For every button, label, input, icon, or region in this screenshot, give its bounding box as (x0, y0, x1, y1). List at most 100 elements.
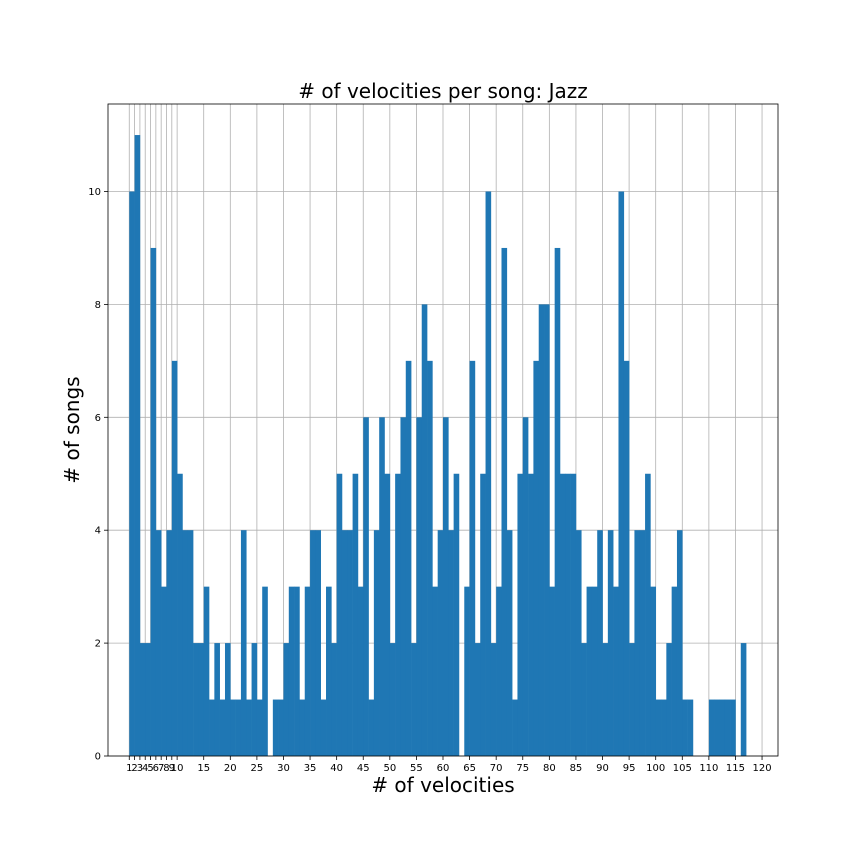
x-tick-label: 3 (137, 763, 143, 774)
x-tick-label: 35 (304, 763, 317, 774)
histogram-bar (278, 699, 284, 756)
x-tick-label: 120 (753, 763, 772, 774)
histogram-bar (240, 530, 247, 756)
histogram-bar (272, 699, 279, 756)
histogram-bar (288, 586, 295, 756)
histogram-bar (629, 643, 635, 756)
histogram-bar (161, 586, 167, 756)
histogram-bar (432, 586, 438, 756)
histogram-bar (687, 699, 694, 756)
histogram-bar (246, 699, 252, 756)
histogram-bar (155, 530, 162, 756)
x-tick-label: 9 (169, 763, 175, 774)
histogram-bar (299, 699, 306, 756)
x-tick-label: 55 (410, 763, 423, 774)
histogram-bar (145, 643, 151, 756)
histogram-bar (581, 643, 587, 756)
histogram-bar (522, 417, 529, 756)
x-tick-label: 7 (158, 763, 164, 774)
histogram-bar (591, 586, 598, 756)
histogram-bar (400, 417, 407, 756)
histogram-bar (416, 417, 423, 756)
histogram-bar (639, 530, 646, 756)
histogram-bar (198, 643, 205, 756)
histogram-bar (150, 247, 157, 756)
x-tick-label: 8 (163, 763, 169, 774)
histogram-bar (134, 135, 141, 757)
x-tick-label: 10 (171, 763, 184, 774)
bars-group (129, 135, 747, 757)
histogram-bar (740, 643, 747, 756)
x-tick-label: 65 (463, 763, 476, 774)
histogram-bar (384, 473, 391, 756)
histogram-bar (166, 530, 173, 756)
histogram-bar (373, 530, 380, 756)
histogram-bar (575, 530, 582, 756)
histogram-bar (607, 530, 614, 756)
histogram-bar (474, 643, 481, 756)
x-tick-label: 45 (357, 763, 370, 774)
histogram-bar (214, 643, 220, 756)
histogram-bar (517, 473, 524, 756)
histogram-bar (655, 699, 662, 756)
x-tick-label: 20 (224, 763, 237, 774)
histogram-bar (661, 699, 667, 756)
histogram-bar (464, 586, 470, 756)
histogram-bar (352, 473, 359, 756)
histogram-bar (565, 473, 571, 756)
x-tick-label: 80 (543, 763, 556, 774)
histogram-bar (224, 643, 231, 756)
histogram-bar (315, 530, 321, 756)
x-tick-label: 95 (623, 763, 636, 774)
histogram-bar (671, 586, 678, 756)
x-tick-label: 75 (516, 763, 529, 774)
histogram-bar (235, 699, 242, 756)
histogram-bar (363, 417, 369, 756)
x-tick-label: 90 (596, 763, 609, 774)
histogram-bar (405, 360, 412, 756)
histogram-bar (262, 586, 268, 756)
histogram-bar (320, 699, 327, 756)
histogram-bar (448, 530, 454, 756)
x-tick-label: 115 (726, 763, 745, 774)
histogram-bar (411, 643, 417, 756)
histogram-bar (586, 586, 593, 756)
y-axis-label: # of songs (60, 376, 84, 483)
histogram-bar (129, 191, 135, 757)
histogram-bar (443, 417, 449, 756)
x-tick-label: 105 (673, 763, 692, 774)
histogram-bar (203, 586, 210, 756)
histogram-bar (437, 530, 444, 756)
histogram-bar (427, 360, 433, 756)
histogram-bar (347, 530, 353, 756)
histogram-bar (283, 643, 290, 756)
histogram-bar (379, 417, 385, 756)
y-tick-label: 8 (95, 300, 101, 311)
histogram-bar (395, 473, 401, 756)
histogram-bar (528, 473, 534, 756)
x-tick-label: 60 (437, 763, 450, 774)
y-tick-label: 2 (95, 639, 101, 650)
x-tick-label: 40 (330, 763, 343, 774)
x-tick-label: 70 (490, 763, 503, 774)
histogram-bar (512, 699, 518, 756)
histogram-bar (618, 191, 625, 757)
histogram-bar (453, 473, 460, 756)
histogram-bar (341, 530, 348, 756)
histogram-bar (613, 586, 619, 756)
histogram-bar (597, 530, 603, 756)
histogram-bar (538, 304, 545, 756)
x-tick-label: 50 (383, 763, 396, 774)
chart-title: # of velocities per song: Jazz (298, 79, 588, 103)
histogram-bar (177, 473, 183, 756)
histogram-bar (230, 699, 236, 756)
histogram-bar (708, 699, 715, 756)
histogram-bar (730, 699, 736, 756)
histogram-bar (469, 360, 476, 756)
x-tick-label: 1 (126, 763, 132, 774)
x-tick-label: 6 (153, 763, 159, 774)
histogram-bar (623, 360, 630, 756)
histogram-bar (256, 699, 263, 756)
histogram-bar (570, 473, 577, 756)
